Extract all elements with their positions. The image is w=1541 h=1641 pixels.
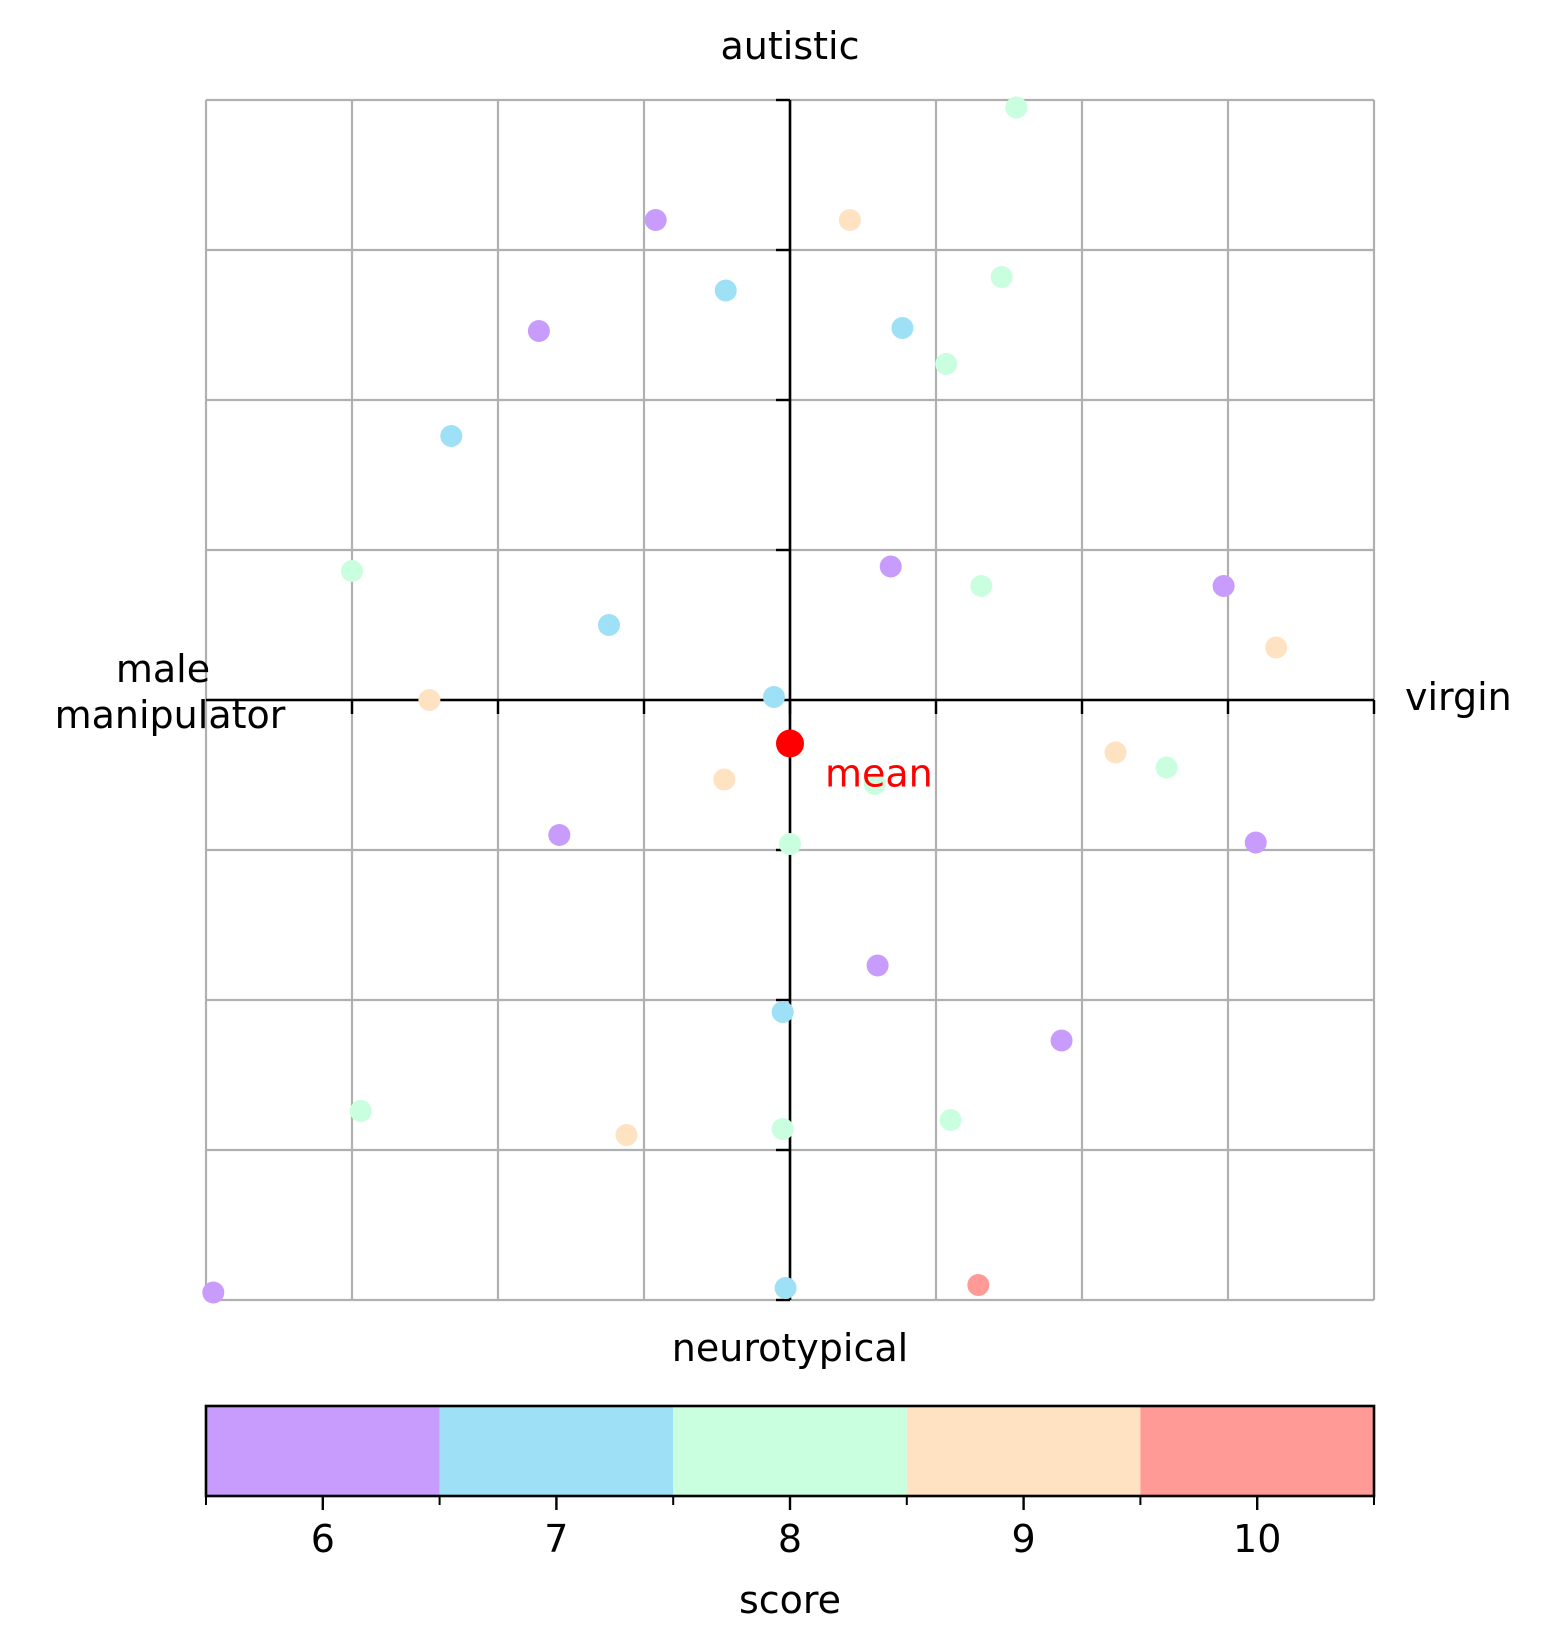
scatter-point	[866, 954, 889, 977]
scatter-point	[1212, 575, 1235, 597]
scatter-point	[970, 575, 993, 597]
scatter-point	[935, 353, 958, 375]
colorbar: 6 7 8 9 10	[204, 1404, 1376, 1561]
mean-marker	[776, 729, 804, 758]
scatter-point	[838, 209, 861, 231]
scatter-point	[418, 689, 441, 711]
scatter-point	[615, 1124, 638, 1146]
scatter-point	[939, 1109, 962, 1131]
scatter-point	[771, 1001, 794, 1023]
colorbar-segment	[1140, 1406, 1374, 1496]
scatter-point	[771, 1118, 794, 1140]
axis-label-left-line: male	[116, 647, 210, 691]
scatter-point	[891, 317, 914, 339]
axis-label-right: virgin	[1405, 675, 1512, 719]
scatter-point	[879, 555, 902, 578]
scatter-point	[762, 686, 785, 708]
scatter-point	[1244, 831, 1267, 854]
colorbar-label: score	[739, 1578, 841, 1622]
scatter-point	[202, 1281, 225, 1304]
scatter-point	[990, 266, 1013, 288]
scatter-point	[349, 1100, 372, 1122]
colorbar-segment	[206, 1406, 440, 1496]
scatter-point	[1155, 756, 1178, 779]
scatter-point	[1005, 96, 1028, 119]
scatter-point	[713, 768, 736, 791]
scatter-points	[202, 96, 1288, 1304]
scatter-point	[779, 833, 801, 855]
axis-label-left: male manipulator	[55, 647, 286, 737]
colorbar-segment	[906, 1406, 1141, 1496]
scatter-point	[527, 320, 550, 342]
scatter-point	[440, 425, 463, 447]
axis-label-bottom: neurotypical	[672, 1326, 908, 1370]
scatter-point	[774, 1277, 797, 1299]
scatter-point	[548, 824, 571, 846]
colorbar-tick-label: 10	[1233, 1517, 1281, 1561]
colorbar-segment	[439, 1406, 674, 1496]
scatter-point	[967, 1274, 990, 1296]
scatter-point	[341, 560, 363, 582]
scatter-point	[597, 614, 620, 636]
mean-label: mean	[825, 752, 933, 796]
axis-label-top: autistic	[721, 24, 860, 68]
scatter-point	[1104, 741, 1127, 764]
scatter-point	[644, 209, 667, 231]
scatter-point	[863, 773, 886, 795]
scatter-point	[1265, 636, 1288, 659]
center-axes	[206, 98, 1376, 1302]
colorbar-tick-label: 6	[311, 1517, 335, 1561]
colorbar-segment	[673, 1406, 907, 1496]
colorbar-tick-label: 8	[778, 1517, 802, 1561]
scatter-point	[1050, 1029, 1073, 1052]
scatter-point	[714, 279, 737, 302]
axis-label-left-line: manipulator	[55, 693, 286, 737]
mean-marker-group: mean	[776, 729, 933, 796]
colorbar-tick-label: 7	[544, 1517, 568, 1561]
colorbar-tick-label: 9	[1012, 1517, 1036, 1561]
